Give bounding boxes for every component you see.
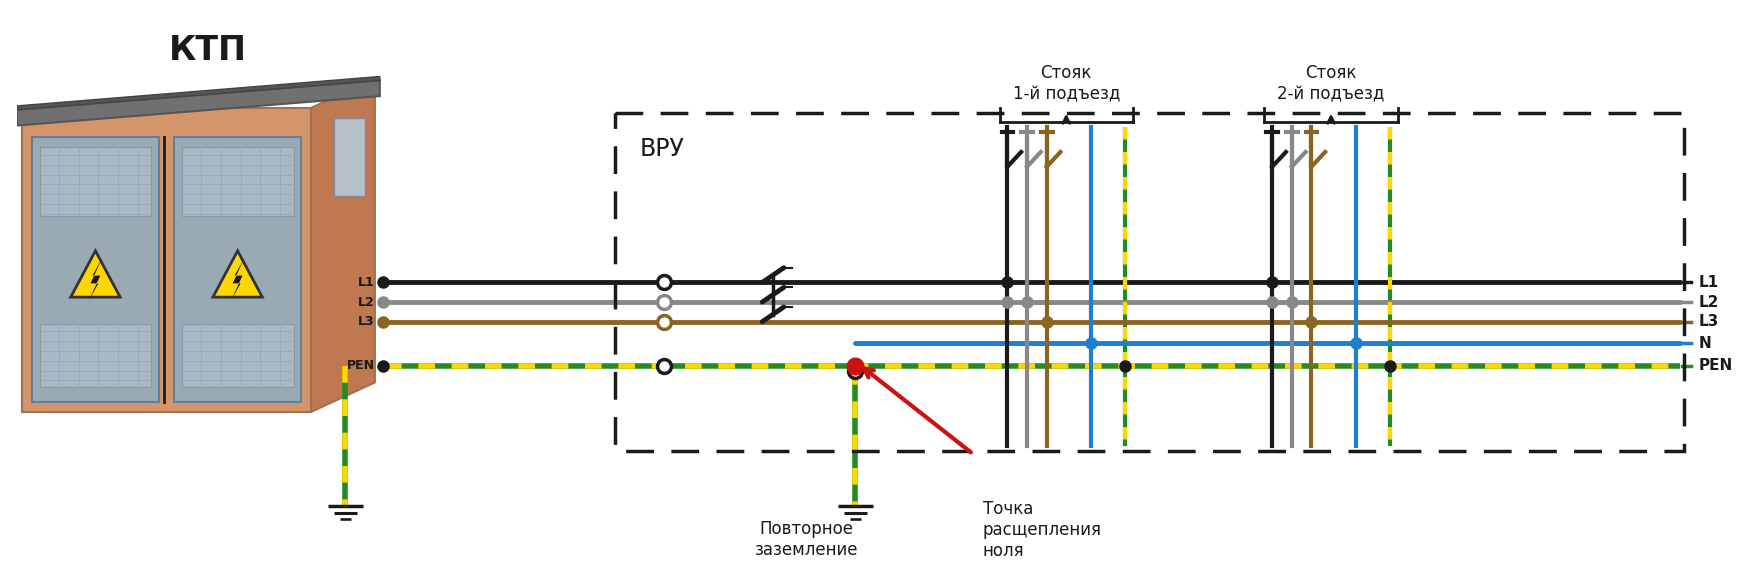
Text: L1: L1	[358, 276, 375, 289]
Text: L3: L3	[1700, 314, 1719, 329]
Text: L1: L1	[1700, 275, 1719, 290]
Text: PEN: PEN	[1700, 358, 1733, 373]
Text: N: N	[1700, 336, 1712, 351]
Bar	[40, 324, 151, 387]
Text: КТП: КТП	[168, 34, 247, 66]
Polygon shape	[88, 258, 102, 301]
Bar	[40, 147, 151, 216]
Bar	[333, 117, 365, 196]
Text: Точка
расщепления
ноля: Точка расщепления ноля	[982, 500, 1102, 560]
Bar	[21, 108, 310, 412]
Text: Повторное
заземление: Повторное заземление	[754, 520, 858, 559]
Text: Стояк
2-й подъезд: Стояк 2-й подъезд	[1277, 64, 1384, 103]
Bar	[182, 147, 293, 216]
Text: L2: L2	[1700, 295, 1719, 309]
Text: L2: L2	[358, 296, 375, 308]
Polygon shape	[18, 76, 381, 110]
Bar	[616, 113, 1684, 451]
Polygon shape	[70, 251, 119, 297]
Text: PEN: PEN	[347, 359, 375, 372]
Text: Стояк
1-й подъезд: Стояк 1-й подъезд	[1012, 64, 1121, 103]
Bar	[182, 324, 293, 387]
Bar	[32, 138, 160, 402]
Bar	[174, 138, 302, 402]
Text: ВРУ: ВРУ	[640, 138, 684, 161]
Polygon shape	[212, 251, 263, 297]
Text: L3: L3	[358, 315, 375, 328]
Polygon shape	[18, 80, 381, 125]
Polygon shape	[232, 258, 244, 301]
Polygon shape	[310, 79, 375, 412]
